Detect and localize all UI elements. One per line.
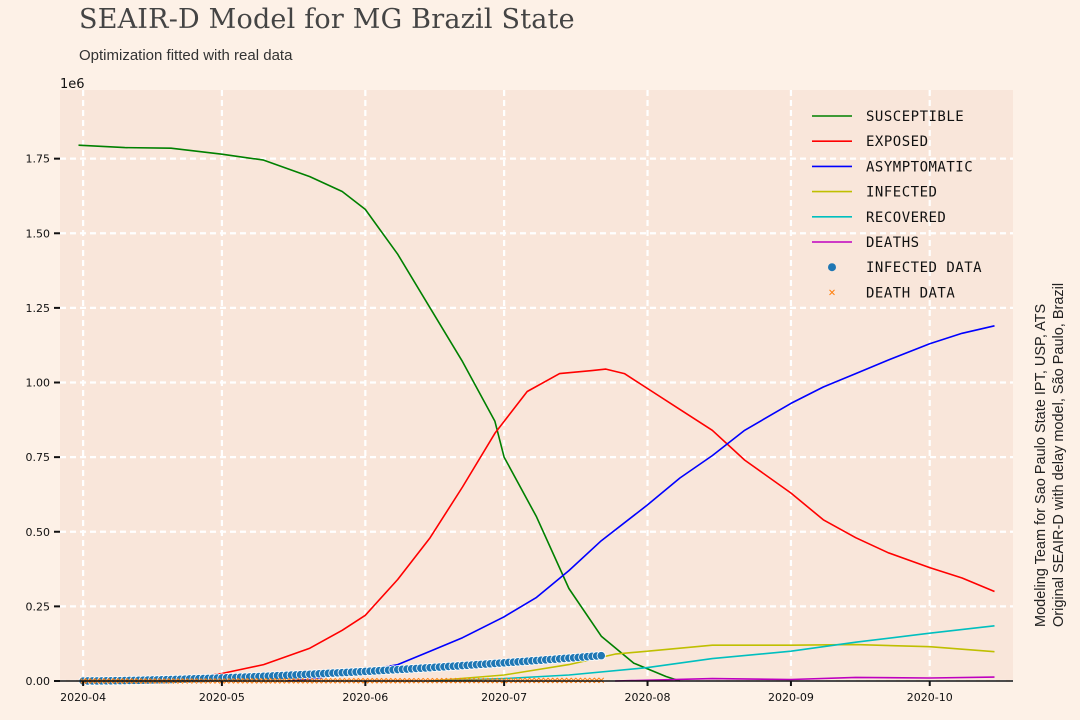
y-tick-label: 1.75 — [26, 153, 51, 166]
legend-label: ASYMPTOMATIC — [866, 159, 973, 175]
y-tick-label: 1.00 — [26, 377, 51, 390]
legend-label: INFECTED DATA — [866, 260, 982, 276]
legend-label: INFECTED — [866, 185, 937, 201]
x-tick-label: 2020-06 — [342, 691, 388, 704]
legend-item: ASYMPTOMATIC — [812, 159, 973, 175]
x-tick-label: 2020-09 — [768, 691, 814, 704]
y-tick-label: 0.25 — [26, 600, 51, 613]
side-note-line-2: Original SEAIR-D with delay model, São P… — [1051, 282, 1067, 627]
x-tick-label: 2020-08 — [625, 691, 671, 704]
y-tick-label: 0.75 — [26, 451, 51, 464]
y-offset-label: 1e6 — [60, 77, 85, 92]
side-note-line-1: Modeling Team for Sao Paulo State IPT, U… — [1033, 303, 1049, 627]
chart-subtitle: Optimization fitted with real data — [79, 47, 293, 64]
y-tick-label: 0.00 — [26, 675, 51, 688]
legend-item: EXPOSED — [812, 134, 929, 150]
legend-item: INFECTED — [812, 185, 937, 201]
legend-swatch — [829, 289, 835, 296]
legend-label: RECOVERED — [866, 210, 946, 226]
chart-title: SEAIR-D Model for MG Brazil State — [79, 4, 575, 35]
x-tick-label: 2020-07 — [481, 691, 527, 704]
y-tick-label: 0.50 — [26, 526, 51, 539]
y-axis-ticks: 0.00 0.25 0.50 0.75 1.00 1.25 1.50 1.75 — [26, 153, 60, 688]
series-line-susceptible — [78, 144, 681, 682]
series-line-exposed — [170, 368, 995, 682]
legend-item: RECOVERED — [812, 210, 946, 226]
x-axis-ticks: 2020-04 2020-05 2020-06 2020-07 2020-08 2020-… — [60, 681, 953, 704]
legend-item: SUSCEPTIBLE — [812, 109, 964, 125]
x-tick-label: 2020-04 — [60, 691, 106, 704]
legend-label: DEATH DATA — [866, 285, 955, 301]
series-line-infected — [430, 643, 995, 682]
data-point — [596, 651, 606, 661]
legend-swatch — [828, 263, 836, 272]
series-line-recovered — [430, 625, 995, 682]
legend: SUSCEPTIBLE EXPOSED ASYMPTOMATIC INFECTED RE… — [812, 109, 982, 301]
legend-label: EXPOSED — [866, 134, 929, 150]
legend-item: DEATH DATA — [829, 285, 955, 301]
series-line-asymptomatic — [286, 325, 995, 682]
legend-label: DEATHS — [866, 235, 920, 251]
series-line-deaths — [615, 676, 995, 682]
x-tick-label: 2020-05 — [199, 691, 245, 704]
y-tick-label: 1.50 — [26, 227, 51, 240]
x-tick-label: 2020-10 — [907, 691, 953, 704]
chart: 2020-04 2020-05 2020-06 2020-07 2020-08 2020-… — [26, 77, 1013, 704]
y-tick-label: 1.25 — [26, 302, 51, 315]
legend-item: DEATHS — [812, 235, 920, 251]
legend-item: INFECTED DATA — [828, 260, 982, 276]
side-note: Modeling Team for Sao Paulo State IPT, U… — [1032, 267, 1076, 627]
legend-label: SUSCEPTIBLE — [866, 109, 964, 125]
